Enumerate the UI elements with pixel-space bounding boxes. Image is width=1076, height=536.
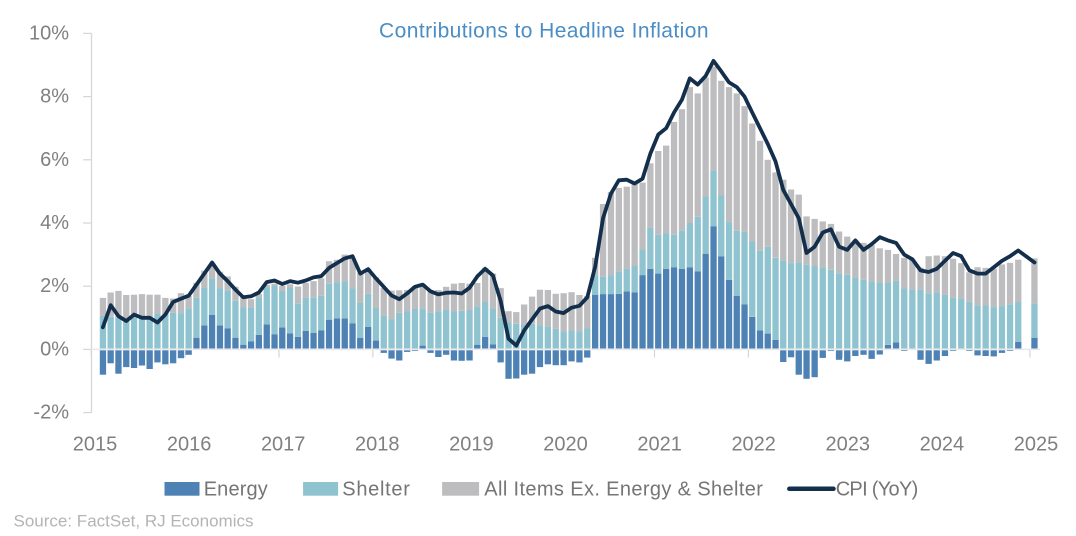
svg-text:All Items Ex. Energy & Shelter: All Items Ex. Energy & Shelter [484,478,763,500]
svg-text:8%: 8% [40,86,69,108]
svg-text:10%: 10% [29,22,69,44]
svg-text:2015: 2015 [73,434,118,456]
svg-text:-2%: -2% [33,402,69,424]
svg-text:2023: 2023 [826,434,871,456]
svg-text:2016: 2016 [167,434,212,456]
svg-text:2018: 2018 [355,434,400,456]
svg-text:2022: 2022 [731,434,776,456]
svg-text:2021: 2021 [637,434,682,456]
svg-text:2025: 2025 [1014,434,1059,456]
svg-text:2017: 2017 [261,434,306,456]
svg-text:Contributions to Headline Infl: Contributions to Headline Inflation [379,19,709,42]
svg-text:4%: 4% [40,212,69,234]
svg-text:Shelter: Shelter [342,478,410,500]
svg-text:6%: 6% [40,149,69,171]
svg-text:2019: 2019 [449,434,494,456]
svg-text:2024: 2024 [920,434,965,456]
svg-text:0%: 0% [40,338,69,360]
svg-text:Energy: Energy [204,478,268,500]
svg-text:CPI (YoY): CPI (YoY) [836,478,918,500]
svg-text:2%: 2% [40,275,69,297]
svg-text:2020: 2020 [543,434,588,456]
svg-text:Source: FactSet, RJ Economics: Source: FactSet, RJ Economics [14,512,254,531]
